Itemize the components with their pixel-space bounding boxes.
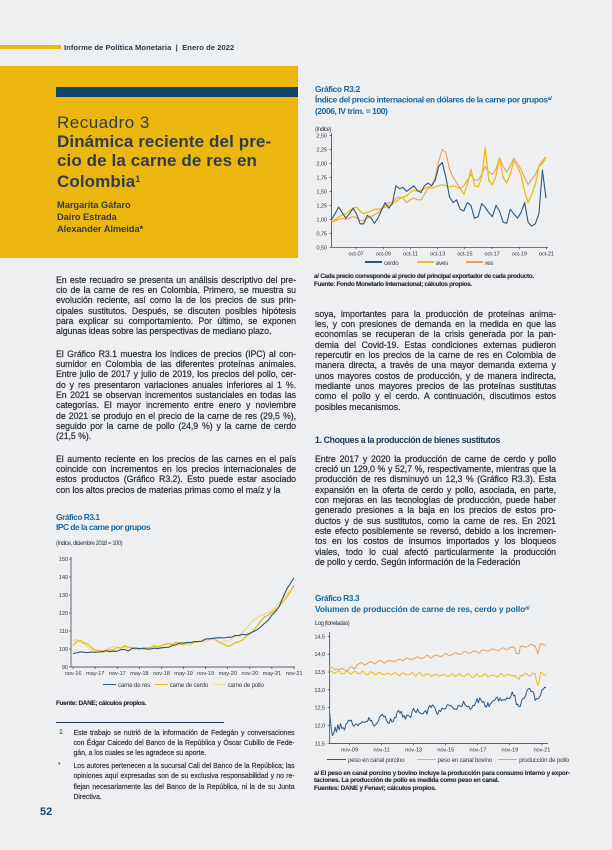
svg-text:may-17: may-17 (86, 671, 104, 677)
svg-text:nov-13: nov-13 (405, 748, 422, 754)
svg-text:may-18: may-18 (130, 671, 148, 677)
svg-text:nov-18: nov-18 (153, 671, 170, 677)
svg-text:nov-17: nov-17 (469, 748, 486, 754)
svg-text:14,0: 14,0 (314, 652, 325, 658)
svg-text:150: 150 (59, 557, 68, 563)
svg-text:1,25: 1,25 (316, 203, 327, 209)
svg-text:14,5: 14,5 (314, 634, 325, 640)
svg-text:120: 120 (59, 611, 68, 617)
svg-text:nov-15: nov-15 (437, 748, 454, 754)
svg-text:0,75: 0,75 (316, 231, 327, 237)
svg-text:oct-17: oct-17 (484, 252, 499, 258)
svg-text:may-21: may-21 (263, 671, 281, 677)
svg-text:oct-15: oct-15 (457, 252, 472, 258)
svg-text:12,5: 12,5 (314, 706, 325, 712)
svg-text:may-20: may-20 (218, 671, 236, 677)
svg-text:nov-20: nov-20 (241, 671, 258, 677)
svg-text:2,25: 2,25 (316, 148, 327, 154)
svg-text:1,50: 1,50 (316, 189, 327, 195)
svg-text:nov-17: nov-17 (109, 671, 126, 677)
svg-text:11,5: 11,5 (315, 741, 325, 747)
svg-text:nov-19: nov-19 (197, 671, 214, 677)
svg-text:1,00: 1,00 (316, 217, 327, 223)
svg-text:oct-09: oct-09 (376, 252, 391, 258)
svg-text:13,5: 13,5 (314, 670, 325, 676)
svg-text:130: 130 (59, 593, 68, 599)
svg-text:oct-19: oct-19 (512, 252, 527, 258)
svg-text:nov-09: nov-09 (341, 748, 358, 754)
svg-text:13,0: 13,0 (314, 688, 325, 694)
svg-text:0,50: 0,50 (316, 245, 327, 251)
svg-text:nov-11: nov-11 (373, 748, 389, 754)
svg-text:90: 90 (62, 665, 68, 671)
svg-text:oct-11: oct-11 (403, 252, 418, 258)
svg-text:nov-21: nov-21 (533, 748, 550, 754)
svg-text:140: 140 (59, 575, 68, 581)
svg-text:1,75: 1,75 (316, 175, 327, 181)
svg-text:may-19: may-19 (174, 671, 192, 677)
svg-text:oct-13: oct-13 (430, 252, 445, 258)
svg-text:nov-21: nov-21 (286, 671, 303, 677)
svg-text:oct-07: oct-07 (348, 252, 363, 258)
svg-text:oct-21: oct-21 (539, 252, 554, 258)
svg-text:100: 100 (59, 647, 68, 653)
svg-text:110: 110 (59, 629, 68, 635)
svg-text:nov-16: nov-16 (65, 671, 82, 677)
svg-text:2,50: 2,50 (316, 134, 327, 140)
svg-text:2,00: 2,00 (316, 162, 327, 168)
svg-text:nov-19: nov-19 (501, 748, 518, 754)
svg-text:12,0: 12,0 (314, 724, 325, 730)
